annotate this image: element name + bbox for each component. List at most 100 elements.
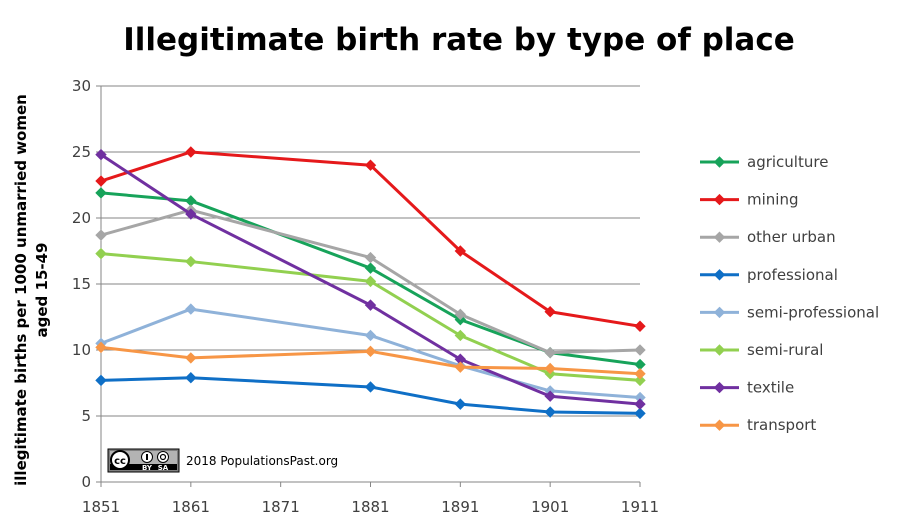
data-point-other-urban-1901	[544, 346, 556, 359]
series-agriculture	[95, 187, 646, 371]
cc-by-sa-icon: cc BY SA	[107, 448, 180, 473]
data-point-professional-1891	[454, 398, 467, 410]
data-point-textile-1911	[634, 398, 646, 410]
gridlines	[101, 85, 640, 417]
axes	[96, 85, 641, 487]
series-line-professional	[100, 376, 641, 415]
data-point-agriculture-1881	[364, 262, 377, 274]
x-tick-labels: 1851 1861 1871 1881 1891 1901 1911	[82, 498, 659, 516]
credit: cc BY SA 2018 PopulationsPast.org	[107, 448, 338, 473]
legend-marker	[713, 306, 726, 319]
x-tick-label: 1881	[351, 498, 389, 516]
legend-item-agriculture: agriculture	[700, 153, 828, 171]
legend-item-semi-professional: semi-professional	[700, 303, 879, 321]
series-line-textile	[100, 153, 641, 406]
data-point-transport-1881	[364, 345, 377, 358]
legend-label: semi-rural	[747, 341, 823, 359]
y-tick-labels: 0 5 10 15 20 25 30	[72, 77, 91, 491]
legend-label: other urban	[747, 228, 836, 246]
credit-text: 2018 PopulationsPast.org	[186, 454, 338, 468]
data-point-semi-professional-1861	[185, 303, 197, 315]
series-semi-rural	[95, 247, 646, 387]
data-point-transport-1901	[544, 362, 556, 375]
data-point-transport-1851	[95, 341, 107, 354]
legend-item-semi-rural: semi-rural	[700, 341, 823, 359]
y-tick-label: 10	[72, 341, 91, 359]
data-point-agriculture-1851	[95, 187, 107, 199]
legend-label: semi-professional	[747, 303, 879, 321]
y-axis-label-line-1: illegitimate births per 1000 unmarried w…	[12, 94, 30, 486]
legend-marker	[713, 344, 726, 356]
data-point-agriculture-1911	[634, 358, 646, 371]
x-tick-label: 1911	[621, 498, 659, 516]
legend-label: textile	[747, 379, 794, 397]
data-point-professional-1851	[95, 374, 107, 387]
series-professional	[95, 372, 646, 420]
series-line-semi-professional	[100, 307, 641, 400]
y-tick-label: 25	[72, 143, 91, 161]
data-point-transport-1891	[454, 361, 467, 373]
series-transport	[95, 341, 646, 380]
legend-label: mining	[747, 191, 798, 209]
data-point-textile-1881	[364, 299, 377, 311]
data-point-mining-1901	[544, 306, 556, 318]
x-tick-label: 1871	[262, 498, 300, 516]
data-point-mining-1911	[634, 320, 646, 332]
legend-item-professional: professional	[700, 266, 838, 284]
cc-by-label: BY	[142, 464, 153, 472]
chart-title: Illegitimate birth rate by type of place	[123, 22, 795, 58]
legend-label: transport	[747, 416, 816, 434]
legend-marker	[713, 381, 726, 394]
data-point-agriculture-1861	[185, 195, 197, 207]
y-tick-label: 20	[72, 209, 91, 227]
series-textile	[95, 148, 646, 410]
data-point-professional-1881	[364, 381, 377, 393]
legend-marker	[713, 231, 726, 243]
legend: agriculture mining other urban professional…	[700, 153, 879, 434]
data-point-other-urban-1891	[454, 308, 467, 321]
y-tick-label: 0	[81, 473, 91, 491]
data-point-textile-1901	[544, 390, 556, 402]
data-point-professional-1911	[634, 407, 646, 420]
series-line-agriculture	[100, 191, 641, 367]
svg-text:cc: cc	[114, 456, 126, 467]
data-point-other-urban-1851	[95, 229, 107, 241]
data-point-mining-1851	[95, 175, 107, 187]
x-tick-label: 1891	[441, 498, 479, 516]
cc-sa-label: SA	[158, 464, 169, 472]
series-semi-professional	[95, 303, 646, 404]
legend-item-textile: textile	[700, 379, 794, 397]
legend-marker	[713, 193, 726, 206]
y-tick-label: 30	[72, 77, 91, 95]
series-line-semi-rural	[100, 252, 641, 382]
legend-label: professional	[747, 266, 838, 284]
data-point-semi-rural-1861	[185, 255, 197, 268]
x-tick-label: 1901	[531, 498, 569, 516]
legend-item-other-urban: other urban	[700, 228, 836, 246]
legend-marker	[713, 269, 726, 281]
series-line-transport	[100, 345, 641, 376]
series-line-mining	[100, 150, 641, 328]
data-point-professional-1861	[185, 372, 197, 384]
data-point-semi-professional-1881	[364, 329, 377, 342]
legend-label: agriculture	[747, 153, 828, 171]
series-mining	[95, 146, 646, 332]
x-tick-label: 1851	[82, 498, 120, 516]
data-point-textile-1861	[185, 208, 197, 220]
y-tick-label: 5	[81, 407, 91, 425]
legend-marker	[713, 156, 726, 168]
series-line-other-urban	[100, 208, 641, 355]
data-point-transport-1861	[185, 352, 197, 364]
data-point-mining-1881	[364, 159, 377, 171]
data-point-semi-rural-1911	[634, 374, 646, 387]
data-point-semi-rural-1851	[95, 247, 107, 260]
legend-item-transport: transport	[700, 416, 816, 434]
data-point-textile-1851	[95, 148, 107, 161]
data-point-professional-1901	[544, 406, 556, 418]
data-point-semi-rural-1881	[364, 275, 377, 288]
y-tick-label: 15	[72, 275, 91, 293]
data-point-transport-1911	[634, 368, 646, 380]
legend-item-mining: mining	[700, 191, 798, 209]
data-point-mining-1891	[454, 245, 467, 257]
